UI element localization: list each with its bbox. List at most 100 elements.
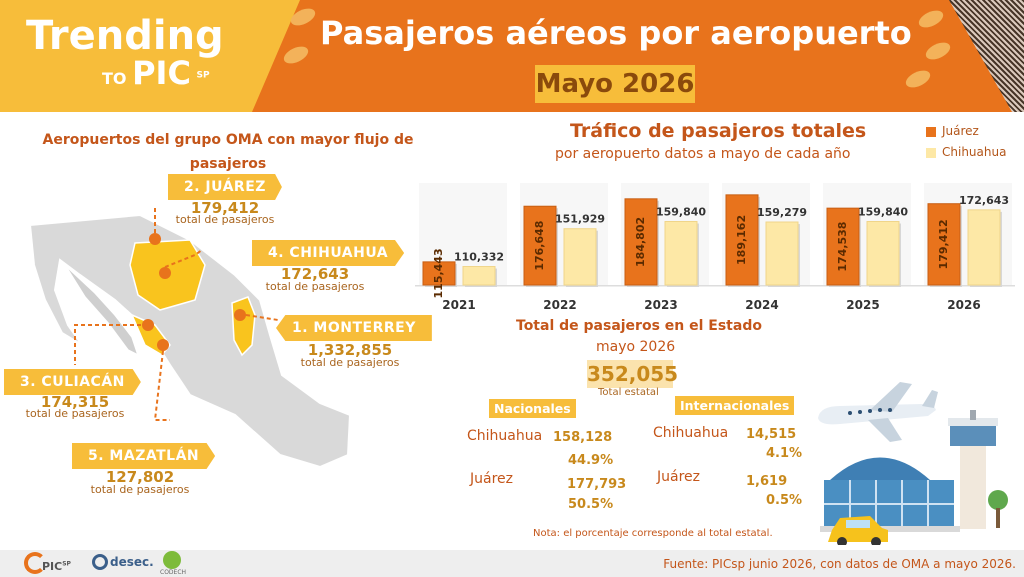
x-tick-2025: 2025 — [846, 298, 879, 312]
pic-logo-sp: SP — [62, 560, 71, 568]
nac-city-juarez: Juárez — [470, 471, 513, 487]
int-value-chihuahua: 14,515 — [746, 427, 797, 442]
chart-title: Tráfico de pasajeros totales — [570, 120, 867, 142]
desec-logo-icon — [92, 554, 108, 570]
airport-unit-juarez: total de pasajeros — [175, 213, 275, 226]
airport-unit-mazatlan: total de pasajeros — [90, 483, 190, 496]
nac-city-chihuahua: Chihuahua — [467, 428, 543, 444]
airport-value-chihuahua: 172,643 — [280, 265, 350, 283]
bar-juárez-2026 — [927, 203, 961, 286]
airport-unit-chihuahua: total de pasajeros — [265, 280, 365, 293]
airport-value-monterrey: 1,332,855 — [307, 341, 393, 359]
bar-juárez-2024 — [725, 194, 759, 286]
nac-pct-juarez: 50.5% — [568, 497, 614, 512]
airport-value-mazatlan: 127,802 — [105, 468, 175, 486]
bar-chihuahua-2022 — [563, 228, 597, 286]
data-label-juarez-2022: 176,648 — [533, 221, 546, 271]
x-tick-2021: 2021 — [442, 298, 475, 312]
brand-line1: Trending — [26, 13, 224, 59]
int-pct-chihuahua: 4.1% — [766, 446, 803, 461]
codech-logo-icon — [163, 551, 181, 569]
codech-logo-text: CODECH — [160, 569, 187, 576]
nac-value-juarez: 177,793 — [567, 477, 627, 492]
airport-label-chihuahua: 4. CHIHUAHUA — [252, 240, 405, 266]
airport-label-juarez: 2. JUÁREZ — [168, 174, 282, 200]
int-value-juarez: 1,619 — [746, 474, 788, 489]
data-label-juarez-2023: 184,802 — [634, 217, 647, 267]
airport-value-juarez: 179,412 — [190, 199, 260, 217]
bar-chihuahua-2026 — [967, 209, 1001, 286]
int-city-juarez: Juárez — [657, 469, 700, 485]
pin-mazatlan-icon — [157, 339, 169, 351]
mexico-outline — [28, 213, 352, 469]
int-pct-juarez: 0.5% — [766, 493, 803, 508]
bar-juárez-2021 — [422, 261, 456, 286]
pic-logo-label: PIC — [42, 560, 63, 573]
airport-label-monterrey: 1. MONTERREY — [276, 315, 432, 341]
x-axis-line — [415, 285, 1015, 287]
airport-label-culiacan: 3. CULIACÁN — [4, 369, 141, 395]
data-label-chihuahua-2021: 110,332 — [454, 251, 504, 264]
pin-monterrey-icon — [234, 309, 246, 321]
legend-label-chihuahua: Chihuahua — [942, 145, 1007, 159]
brand-logo: Trending TO PIC SP — [26, 14, 236, 92]
location-pins — [142, 233, 246, 351]
airport-unit-monterrey: total de pasajeros — [300, 356, 400, 369]
desec-logo-text: desec. — [110, 555, 154, 569]
control-tower-icon — [948, 410, 998, 529]
bar-chihuahua-2025 — [866, 221, 900, 286]
data-label-juarez-2024: 189,162 — [735, 215, 748, 265]
legend-chihuahua: Chihuahua — [926, 145, 1006, 159]
data-label-chihuahua-2022: 151,929 — [555, 213, 605, 226]
pic-logo-text: PICSP — [42, 560, 71, 573]
state-total-caption: Total estatal — [598, 387, 659, 398]
airplane-icon — [818, 382, 938, 442]
state-title: Total de pasajeros en el Estado — [516, 318, 762, 334]
tree-icon — [988, 490, 1008, 528]
legend-juarez: Juárez — [926, 124, 979, 138]
nacionales-tag: Nacionales — [489, 399, 576, 418]
data-label-chihuahua-2026: 172,643 — [959, 194, 1009, 207]
chart-subtitle: por aeropuerto datos a mayo de cada año — [555, 146, 851, 162]
bar-juárez-2023 — [624, 198, 658, 286]
internacionales-tag: Internacionales — [675, 396, 795, 415]
x-tick-2024: 2024 — [745, 298, 778, 312]
legend-label-juarez: Juárez — [942, 124, 979, 138]
bar-chihuahua-2023 — [664, 221, 698, 286]
airport-unit-culiacan: total de pasajeros — [25, 407, 125, 420]
state-month: mayo 2026 — [596, 339, 676, 355]
int-city-chihuahua: Chihuahua — [653, 425, 729, 441]
data-label-juarez-2021: 115,443 — [432, 248, 445, 298]
pin-chihuahua-icon — [159, 267, 171, 279]
page-title: Pasajeros aéreos por aeropuerto — [320, 14, 912, 52]
data-label-juarez-2025: 174,538 — [836, 222, 849, 272]
map-section-title: Aeropuertos del grupo OMA con mayor fluj… — [42, 132, 414, 172]
bar-chihuahua-2021 — [462, 266, 496, 286]
page-subtitle: Mayo 2026 — [535, 65, 695, 103]
data-label-juarez-2026: 179,412 — [937, 219, 950, 269]
brand-sp: SP — [196, 70, 210, 81]
taxi-icon — [828, 516, 888, 545]
x-tick-2023: 2023 — [644, 298, 677, 312]
pic-logo-icon — [24, 552, 46, 574]
mexico-map — [28, 205, 352, 469]
airport-value-culiacan: 174,315 — [40, 393, 110, 411]
airport-label-mazatlan: 5. MAZATLÁN — [72, 443, 216, 469]
legend-swatch-chihuahua — [926, 147, 936, 158]
connector-lines — [74, 205, 279, 421]
passenger-traffic-chart: 115,443 110,332 2021 176,648 151,929 2022 184,… — [415, 183, 1015, 312]
bar-juárez-2022 — [523, 205, 557, 286]
brand-to: TO — [102, 69, 127, 88]
source-note: Fuente: PICsp junio 2026, con datos de O… — [663, 557, 1016, 571]
legend-swatch-juarez — [926, 126, 936, 137]
percentage-note: Nota: el porcentaje corresponde al total… — [533, 528, 773, 539]
nac-value-chihuahua: 158,128 — [553, 430, 613, 445]
data-label-chihuahua-2025: 159,840 — [858, 206, 908, 219]
data-label-chihuahua-2024: 159,279 — [757, 206, 807, 219]
state-total: 352,055 — [587, 360, 679, 388]
bar-juárez-2025 — [826, 207, 860, 286]
airport-illustration — [818, 382, 1008, 545]
brand-panel — [0, 0, 300, 112]
data-label-chihuahua-2023: 159,840 — [656, 206, 706, 219]
x-tick-2022: 2022 — [543, 298, 576, 312]
